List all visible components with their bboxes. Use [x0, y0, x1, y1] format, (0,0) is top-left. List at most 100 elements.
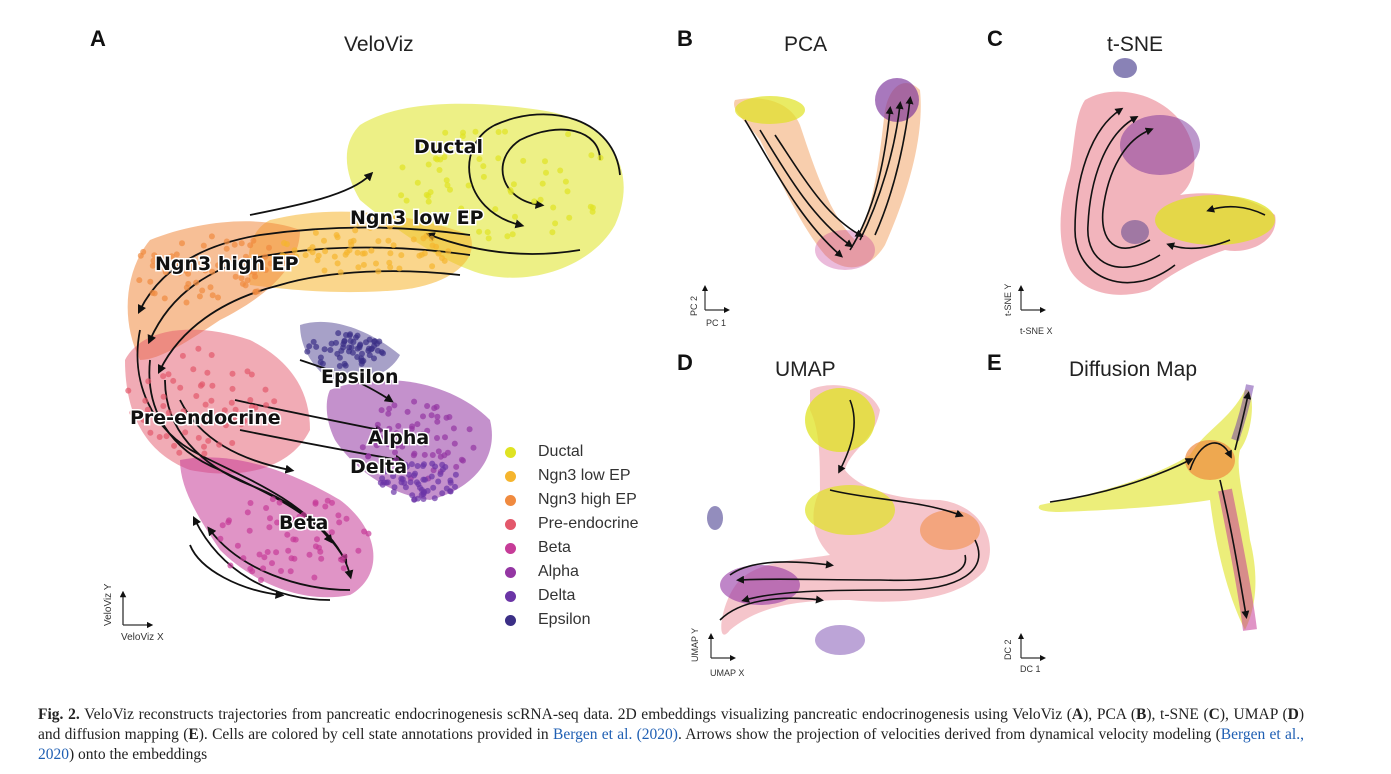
cell-dot [244, 509, 251, 516]
cell-dot [431, 495, 438, 502]
citation-link[interactable]: Bergen et al., 2020 [38, 726, 1304, 763]
cell-dot [231, 241, 238, 248]
cell-dot [179, 240, 185, 247]
panel-b-axes [702, 285, 730, 313]
caption-ref-c: C [1208, 706, 1220, 723]
cell-dot [340, 341, 347, 348]
cell-dot [209, 382, 216, 389]
cell-dot [439, 461, 446, 468]
cell-dot [354, 249, 361, 256]
cell-dot [147, 429, 154, 436]
cell-dot [252, 288, 259, 295]
cell-dot [385, 441, 392, 447]
cell-dot [240, 555, 247, 562]
cell-dot [279, 259, 286, 265]
cell-dot [399, 164, 406, 171]
cell-dot [195, 434, 202, 441]
cell-dot [386, 425, 393, 432]
cell-dot [177, 384, 184, 391]
cell-dot [366, 352, 373, 359]
cell-dot [281, 240, 287, 246]
cell-dot [565, 131, 572, 138]
cell-dot [504, 233, 511, 240]
cell-dot [427, 189, 434, 196]
cell-dot [391, 484, 398, 491]
cell-dot [182, 259, 188, 266]
cell-dot [367, 224, 374, 231]
label-ngn3-high-ep: Ngn3 high EP [155, 253, 299, 275]
panel-e-xlabel: DC 1 [1020, 664, 1041, 674]
cell-dot [509, 231, 516, 238]
cell-dot [391, 402, 398, 409]
label-delta: Delta [350, 456, 407, 478]
cell-dot [246, 527, 253, 534]
panel-c-axes [1018, 285, 1046, 313]
beta-cloud [180, 457, 374, 598]
cell-dot [431, 405, 438, 412]
panel-title-veloviz: VeloViz [344, 33, 414, 56]
caption-text: . Arrows show the projection of velociti… [677, 726, 1221, 743]
caption-ref-a: A [1071, 706, 1084, 723]
cell-dot [333, 339, 339, 346]
caption-text: VeloViz reconstructs trajectories from p… [79, 706, 1072, 723]
cell-dot [414, 495, 421, 502]
cell-dot [227, 562, 234, 569]
cell-dot [537, 196, 544, 203]
cell-dot [422, 476, 428, 483]
cell-dot [179, 352, 186, 359]
cell-dot [208, 233, 215, 240]
cell-dot [347, 331, 354, 338]
cell-dot [507, 187, 514, 194]
panel-d-axes [708, 633, 736, 661]
cell-dot [531, 198, 538, 205]
umap-alpha-cloud [720, 565, 800, 605]
cell-dot [378, 349, 385, 356]
cell-dot [421, 451, 428, 458]
cell-dot [420, 413, 426, 420]
panel-letter-a: A [90, 26, 106, 51]
cell-dot [566, 214, 573, 221]
cell-dot [425, 198, 432, 205]
cell-dot [176, 270, 183, 277]
cell-dot [350, 237, 357, 244]
cell-dot [317, 359, 324, 366]
panel-a-axes [119, 590, 154, 629]
cell-dot [375, 238, 382, 245]
cell-dot [204, 369, 211, 376]
cell-dot [441, 154, 448, 161]
cell-dot [165, 414, 171, 421]
cell-dot [232, 273, 239, 280]
cell-dot [480, 173, 487, 180]
cell-dot [467, 209, 474, 216]
cell-dot [242, 253, 249, 260]
panel-c-xlabel: t-SNE X [1020, 326, 1053, 336]
cell-dot [451, 440, 458, 447]
cell-dot [339, 557, 346, 564]
cell-dot [387, 264, 394, 271]
cell-dot [160, 373, 167, 380]
cell-dot [420, 491, 427, 498]
cell-dot [247, 500, 254, 506]
cell-dot [162, 269, 169, 276]
cell-dot [192, 261, 198, 268]
cell-dot [202, 401, 209, 408]
cell-dot [200, 242, 207, 249]
cell-dot [444, 182, 451, 189]
cell-dot [291, 247, 298, 254]
cell-dot [229, 440, 236, 446]
cell-dot [160, 403, 167, 409]
citation-link[interactable]: Bergen et al. (2020) [552, 726, 678, 743]
tsne-alpha-cloud [1120, 115, 1200, 175]
cell-dot [229, 370, 236, 377]
cell-dot [223, 245, 230, 252]
cell-dot [262, 386, 269, 393]
cell-dot [447, 488, 454, 495]
cell-dot [228, 399, 235, 406]
cell-dot [229, 417, 236, 424]
panel-title-diffusion-map: Diffusion Map [1069, 358, 1198, 381]
cell-dot [476, 228, 483, 235]
cell-dot [307, 246, 313, 253]
panel-d-ylabel: UMAP Y [690, 627, 700, 662]
cell-dot [145, 378, 152, 385]
cell-dot [465, 182, 472, 189]
